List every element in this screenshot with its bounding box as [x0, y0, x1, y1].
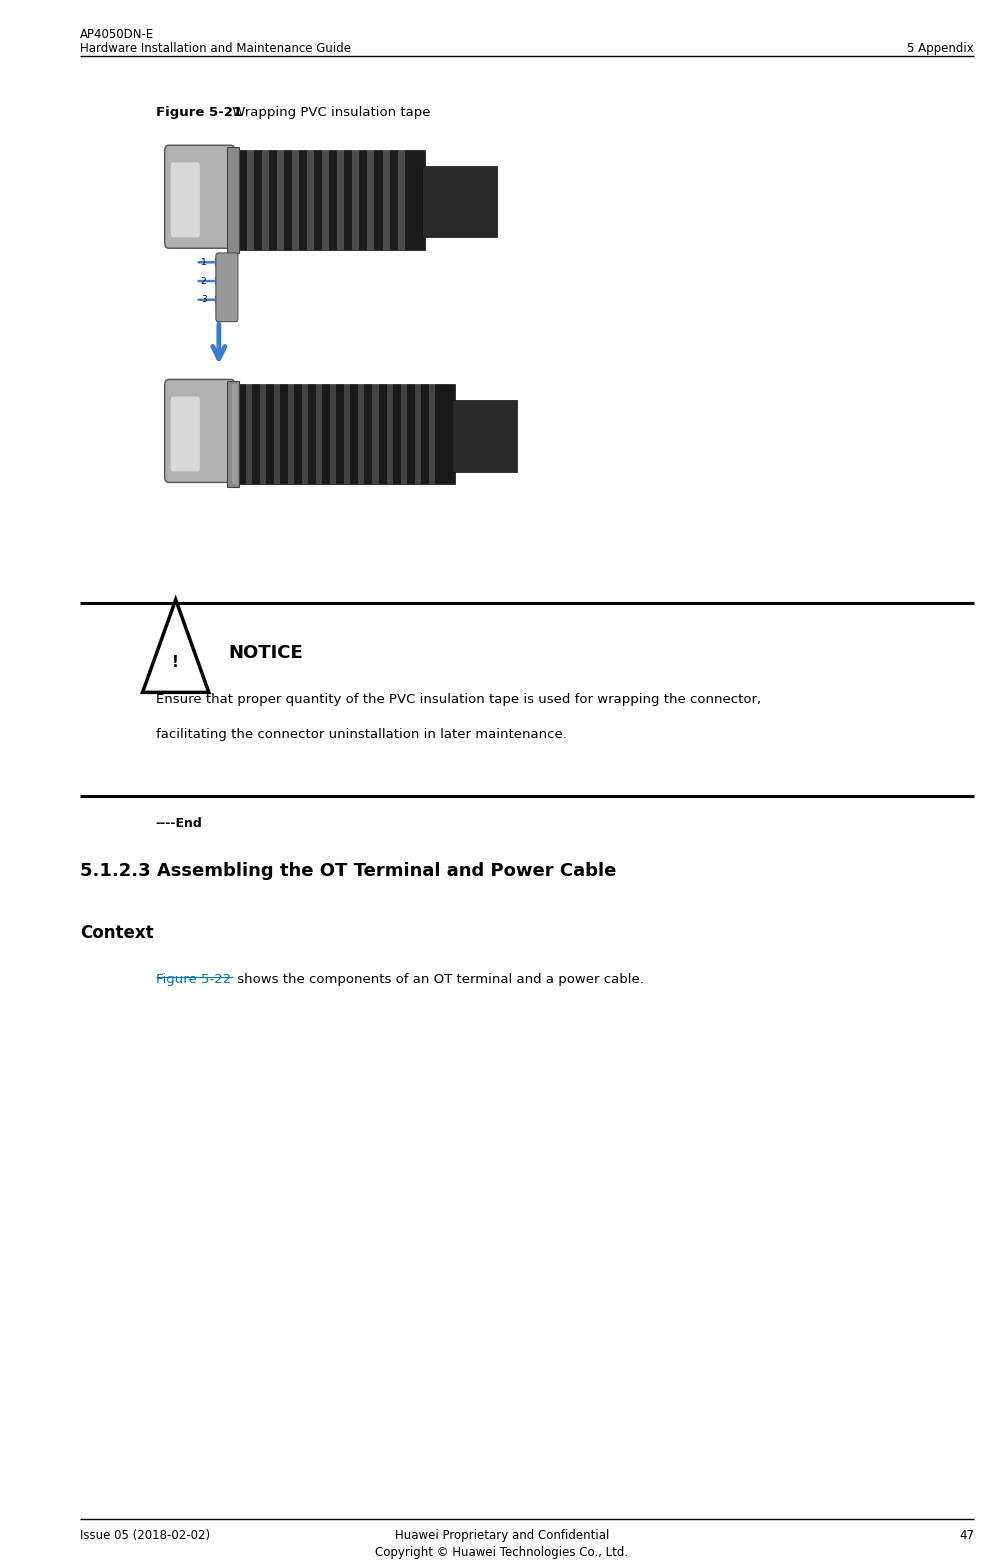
- Bar: [382, 150, 389, 251]
- FancyBboxPatch shape: [229, 150, 424, 251]
- FancyBboxPatch shape: [229, 384, 454, 484]
- Bar: [232, 384, 238, 484]
- Polygon shape: [142, 600, 209, 692]
- Bar: [337, 150, 344, 251]
- Bar: [414, 384, 420, 484]
- FancyBboxPatch shape: [171, 396, 200, 471]
- Text: NOTICE: NOTICE: [228, 644, 302, 661]
- Bar: [262, 150, 269, 251]
- Bar: [330, 384, 336, 484]
- Bar: [428, 384, 434, 484]
- Text: facilitating the connector uninstallation in later maintenance.: facilitating the connector uninstallatio…: [155, 728, 566, 741]
- Bar: [227, 381, 239, 487]
- Text: 3: 3: [201, 296, 207, 304]
- Text: Issue 05 (2018-02-02): Issue 05 (2018-02-02): [80, 1528, 211, 1541]
- Text: Wrapping PVC insulation tape: Wrapping PVC insulation tape: [228, 106, 430, 119]
- FancyBboxPatch shape: [164, 146, 235, 249]
- Text: Figure 5-22: Figure 5-22: [155, 972, 231, 985]
- Text: Huawei Proprietary and Confidential
Copyright © Huawei Technologies Co., Ltd.: Huawei Proprietary and Confidential Copy…: [375, 1528, 628, 1558]
- Bar: [292, 150, 299, 251]
- Bar: [372, 384, 378, 484]
- Text: !: !: [173, 655, 179, 670]
- Text: shows the components of an OT terminal and a power cable.: shows the components of an OT terminal a…: [233, 972, 643, 985]
- Bar: [322, 150, 329, 251]
- Bar: [247, 150, 254, 251]
- Bar: [344, 384, 350, 484]
- Text: AP4050DN-E: AP4050DN-E: [80, 28, 154, 41]
- Text: Context: Context: [80, 924, 153, 943]
- FancyBboxPatch shape: [171, 163, 200, 238]
- FancyBboxPatch shape: [216, 254, 238, 321]
- Bar: [302, 384, 308, 484]
- Bar: [274, 384, 280, 484]
- Text: 2: 2: [201, 277, 207, 285]
- Text: 47: 47: [958, 1528, 973, 1541]
- Bar: [451, 399, 517, 471]
- Bar: [352, 150, 359, 251]
- FancyBboxPatch shape: [164, 379, 235, 482]
- Bar: [232, 150, 239, 251]
- Bar: [367, 150, 374, 251]
- Bar: [227, 147, 239, 254]
- Bar: [397, 150, 404, 251]
- Text: ----End: ----End: [155, 816, 203, 830]
- Text: Hardware Installation and Maintenance Guide: Hardware Installation and Maintenance Gu…: [80, 42, 351, 55]
- Bar: [246, 384, 252, 484]
- Text: Ensure that proper quantity of the PVC insulation tape is used for wrapping the : Ensure that proper quantity of the PVC i…: [155, 694, 760, 706]
- Bar: [288, 384, 294, 484]
- Bar: [307, 150, 314, 251]
- Bar: [421, 166, 496, 238]
- Bar: [316, 384, 322, 484]
- Text: 5.1.2.3 Assembling the OT Terminal and Power Cable: 5.1.2.3 Assembling the OT Terminal and P…: [80, 861, 616, 880]
- Bar: [260, 384, 266, 484]
- Bar: [400, 384, 406, 484]
- Text: Figure 5-21: Figure 5-21: [155, 106, 242, 119]
- Bar: [358, 384, 364, 484]
- Text: 1: 1: [201, 258, 207, 266]
- Text: 5 Appendix: 5 Appendix: [907, 42, 973, 55]
- Bar: [277, 150, 284, 251]
- Bar: [386, 384, 392, 484]
